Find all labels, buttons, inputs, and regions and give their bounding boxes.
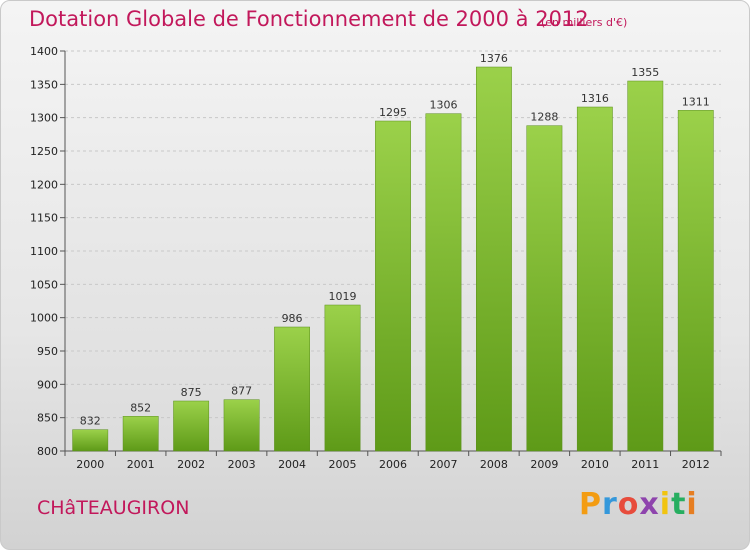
proxiti-logo[interactable]: Proxiti (579, 487, 698, 522)
x-tick-label-2006: 2006 (379, 458, 407, 471)
city-name: CHâTEAUGIRON (37, 497, 190, 519)
bar-2010 (576, 106, 613, 452)
x-tick-label-2002: 2002 (177, 458, 205, 471)
logo-letter: t (671, 487, 687, 522)
y-tick-label: 800 (37, 445, 58, 458)
y-tick-label: 1350 (30, 78, 58, 91)
logo-letter: P (579, 487, 602, 522)
y-tick-label: 1400 (30, 45, 58, 58)
bar-2004 (274, 326, 310, 452)
bar-2002 (173, 400, 210, 452)
x-tick-label-2003: 2003 (228, 458, 256, 471)
x-tick-label-2011: 2011 (631, 458, 659, 471)
y-tick-label: 900 (37, 378, 58, 391)
data-label-2006: 1295 (379, 106, 407, 119)
x-tick-label-2010: 2010 (581, 458, 609, 471)
bar-2007 (425, 113, 462, 452)
y-tick-label: 950 (37, 345, 58, 358)
data-label-2003: 877 (231, 385, 252, 398)
bar-2003 (223, 399, 260, 452)
units-label: (en milliers d'€) (541, 16, 628, 29)
x-tick-label-2007: 2007 (429, 458, 457, 471)
data-label-2010: 1316 (581, 92, 609, 105)
data-label-2012: 1311 (682, 95, 710, 108)
x-tick-label-2005: 2005 (329, 458, 357, 471)
x-tick-label-2008: 2008 (480, 458, 508, 471)
bar-2001 (122, 416, 159, 452)
logo-letter: o (617, 487, 640, 522)
x-tick-label-2012: 2012 (682, 458, 710, 471)
chart-title: Dotation Globale de Fonctionnement de 20… (29, 7, 589, 31)
x-tick-label-2000: 2000 (76, 458, 104, 471)
x-tick-label-2009: 2009 (530, 458, 558, 471)
y-tick-label: 1100 (30, 245, 58, 258)
bar-2011 (627, 80, 664, 452)
x-tick-label-2001: 2001 (127, 458, 155, 471)
data-label-2002: 875 (181, 386, 202, 399)
y-tick-label: 850 (37, 412, 58, 425)
y-tick-label: 1150 (30, 212, 58, 225)
logo-letter: i (659, 487, 672, 522)
bar-2000 (72, 429, 109, 452)
bar-2012 (677, 110, 714, 452)
y-tick-label: 1250 (30, 145, 58, 158)
bar-2008 (476, 66, 512, 452)
data-label-2008: 1376 (480, 52, 508, 65)
y-tick-label: 1050 (30, 278, 58, 291)
data-label-2007: 1306 (429, 99, 457, 112)
y-tick-label: 1300 (30, 112, 58, 125)
bar-2006 (375, 120, 411, 452)
data-label-2000: 832 (80, 415, 101, 428)
logo-letter: i (686, 487, 698, 522)
data-label-2011: 1355 (631, 66, 659, 79)
y-tick-label: 1000 (30, 312, 58, 325)
data-label-2004: 986 (282, 312, 303, 325)
y-tick-label: 1200 (30, 178, 58, 191)
bar-2005 (324, 304, 361, 452)
data-label-2005: 1019 (329, 290, 357, 303)
data-label-2001: 852 (130, 401, 151, 414)
bar-2009 (526, 125, 563, 452)
data-label-2009: 1288 (530, 111, 558, 124)
x-tick-label-2004: 2004 (278, 458, 306, 471)
logo-letter: r (602, 487, 618, 522)
logo-letter: x (639, 487, 660, 522)
